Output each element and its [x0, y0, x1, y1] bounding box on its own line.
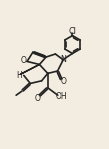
Text: OH: OH	[55, 92, 67, 101]
Text: Cl: Cl	[69, 27, 76, 36]
Text: O: O	[21, 56, 27, 65]
Text: N: N	[60, 55, 66, 64]
Polygon shape	[20, 65, 39, 74]
Text: H: H	[16, 71, 22, 80]
Text: O: O	[61, 77, 66, 86]
Text: O: O	[34, 94, 40, 103]
